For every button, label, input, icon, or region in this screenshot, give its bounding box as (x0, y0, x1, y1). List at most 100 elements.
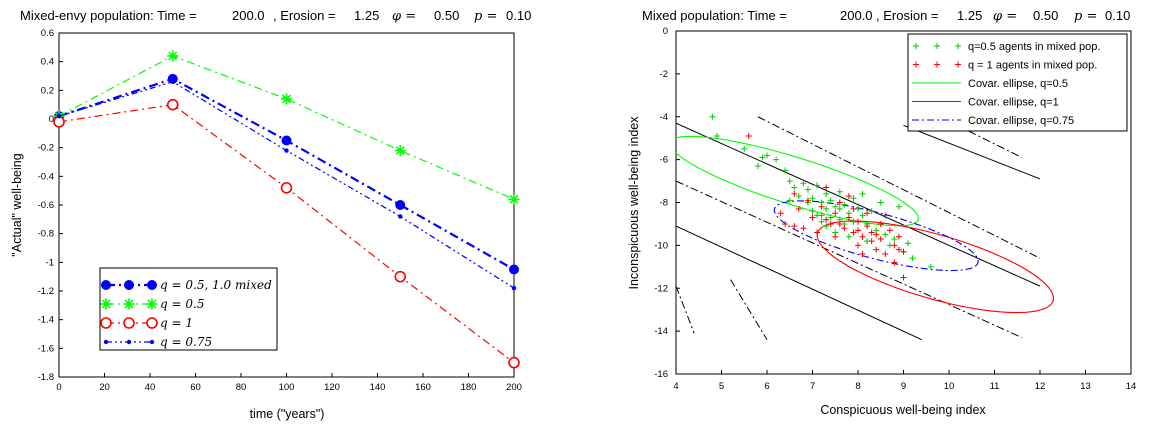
scatter-point-q1 (745, 133, 752, 140)
scatter-point-q05 (773, 156, 780, 163)
right-title-phi-label: φ = (993, 9, 1017, 24)
scatter-point-q05 (759, 154, 766, 161)
scatter-point-q1 (868, 238, 875, 245)
data-point-q-0-5-1-0-mixed (509, 264, 519, 275)
scatter-point-q05 (836, 205, 843, 212)
right-x-tick-label: 7 (810, 381, 815, 392)
left-title-time: 200.0 (232, 8, 265, 23)
scatter-point-q1 (891, 259, 898, 266)
right-x-tick-label: 13 (1080, 381, 1091, 392)
legend-marker-q-0-75 (103, 339, 109, 345)
right-title-erosion-label: , Erosion = (876, 8, 939, 23)
scatter-point-q1 (855, 218, 861, 225)
right-y-tick-label: -6 (660, 155, 668, 166)
left-x-tick-label: 20 (99, 382, 110, 393)
right-x-tick-label: 10 (944, 381, 955, 392)
left-x-tick-label: 140 (370, 382, 386, 393)
legend-marker-q-1-agents-in-mixed-pop (934, 61, 940, 68)
right-y-axis-label: Inconspicuous well-being index (627, 116, 641, 290)
scatter-point-q1 (855, 242, 861, 249)
scatter-point-q1 (791, 223, 798, 230)
left-title-p: 0.10 (506, 8, 531, 23)
right-y-tick-label: -2 (660, 69, 668, 80)
scatter-point-q1 (836, 199, 843, 206)
scatter-point-q1 (800, 225, 807, 232)
right-y-tick-label: -16 (654, 369, 668, 380)
left-y-tick-label: -1.6 (38, 343, 54, 354)
legend-marker-q-0-5-agents-in-mixed-pop (955, 43, 961, 49)
data-point-q-0-5 (394, 145, 406, 157)
legend-marker-q-0-5 (123, 298, 135, 310)
scatter-point-q1 (836, 220, 843, 227)
scatter-point-q1 (850, 205, 857, 212)
data-point-q-0-75 (398, 214, 403, 219)
scatter-point-q05 (895, 203, 902, 210)
scatter-point-q1 (877, 220, 884, 227)
scatter-point-q05 (741, 145, 748, 152)
scatter-point-q1 (850, 229, 857, 236)
scatter-point-q1 (823, 184, 830, 191)
scatter-point-q05 (791, 184, 798, 191)
left-title-erosion: 1.25 (354, 8, 379, 23)
scatter-point-q1 (791, 190, 798, 197)
scatter-point-q1 (873, 246, 880, 253)
right-x-tick-label: 5 (719, 381, 724, 392)
legend-marker-q-1 (146, 317, 158, 329)
scatter-point-q05 (827, 214, 834, 221)
right-contour-lines (676, 116, 1041, 341)
legend-label-covar-ellipse-q-0-5: Covar. ellipse, q=0.5 (968, 78, 1068, 90)
data-point-q-0-5-1-0-mixed (281, 135, 292, 146)
data-point-q-0-75 (170, 79, 175, 84)
scatter-point-q1 (900, 248, 907, 255)
ellipse-covar-ellipse-q-0-5 (676, 135, 919, 227)
contour-line-solid (676, 122, 1041, 287)
scatter-point-q05 (713, 133, 720, 140)
ellipse-covar-ellipse-q-1 (816, 220, 1055, 314)
scatter-point-q1 (804, 197, 811, 204)
scatter-point-q1 (873, 231, 880, 238)
scatter-point-q05 (795, 193, 802, 200)
legend-label-q-1-agents-in-mixed-pop: q = 1 agents in mixed pop. (968, 60, 1097, 72)
left-y-tick-label: -0.6 (38, 200, 54, 211)
right-x-tick-label: 14 (1126, 381, 1137, 392)
left-y-tick-label: 0.6 (41, 28, 54, 39)
scatter-point-q05 (786, 178, 793, 185)
legend-label-covar-ellipse-q-0-75: Covar. ellipse, q=0.75 (968, 115, 1074, 127)
legend-marker-q-0-5 (146, 298, 158, 310)
scatter-point-q1 (823, 216, 830, 223)
scatter-point-q05 (850, 195, 857, 202)
right-y-tick-label: 0 (663, 26, 668, 37)
scatter-point-q05 (804, 186, 811, 193)
left-title-erosion-label: , Erosion = (273, 8, 336, 23)
left-chart-title: Mixed-envy population: Time = 200.0 , Er… (20, 8, 531, 24)
contour-line-dashdot (730, 279, 768, 340)
scatter-point-q1 (818, 203, 825, 210)
scatter-point-q05 (823, 205, 830, 212)
right-x-axis-label: Conspicuous well-being index (820, 403, 986, 417)
legend-label-covar-ellipse-q-1: Covar. ellipse, q=1 (968, 97, 1059, 109)
left-y-tick-label: -1.8 (38, 372, 54, 383)
right-title-time: 200.0 (840, 8, 873, 23)
right-y-tick-label: -12 (654, 283, 668, 294)
right-axis-ticks: 4 5 6 7 8 9 10 11 12 13 14 0 -2 -4 -6 -8 -10 -12 -14 -16 (654, 26, 1136, 392)
legend-marker-q-1 (123, 317, 135, 329)
scatter-point-q1 (832, 210, 839, 217)
scatter-point-q1 (882, 250, 889, 257)
scatter-point-q1 (841, 225, 848, 232)
scatter-point-q05 (800, 180, 807, 187)
scatter-point-q1 (864, 223, 871, 230)
scatter-point-q05 (814, 182, 821, 189)
scatter-point-q05 (882, 231, 889, 238)
left-title-prefix: Mixed-envy population: Time = (20, 8, 197, 23)
left-title-phi: 0.50 (434, 8, 459, 23)
scatter-point-q1 (814, 229, 821, 236)
right-x-tick-label: 8 (855, 381, 860, 392)
scatter-point-q1 (868, 229, 875, 236)
right-title-prefix: Mixed population: Time = (642, 8, 787, 23)
data-point-q-1 (53, 116, 65, 128)
scatter-point-q05 (818, 218, 825, 225)
scatter-point-q1 (809, 214, 816, 221)
data-point-q-0-75 (284, 148, 289, 153)
contour-line-dashdot (939, 116, 1023, 158)
